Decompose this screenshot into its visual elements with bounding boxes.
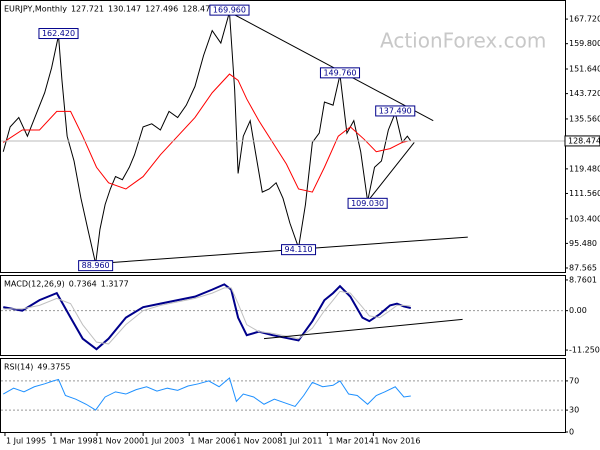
- series-line: [2, 11, 412, 264]
- series-line: [3, 287, 411, 345]
- watermark: ActionForex.com: [380, 29, 546, 53]
- y-tick-label: 8.7601: [569, 275, 597, 284]
- x-tick-label: 1 Mar 2014: [328, 437, 374, 446]
- annotation-label: 109.030: [351, 199, 384, 208]
- header-value: 49.3755: [37, 363, 70, 372]
- annotation-label: 137.490: [379, 106, 412, 115]
- annotation-label: 88.960: [82, 261, 110, 270]
- annotation-box: [209, 4, 250, 16]
- x-tick-label: 1 Jul 2003: [144, 437, 184, 446]
- y-tick-label: 0.00: [569, 306, 587, 315]
- x-tick-label: 1 Mar 1998: [52, 437, 98, 446]
- y-tick-label: 30: [569, 406, 579, 415]
- y-tick-label: 111.560: [569, 189, 600, 198]
- annotation-box: [281, 244, 317, 256]
- y-tick-label: 143.720: [569, 89, 600, 98]
- annotation-box: [347, 197, 388, 209]
- y-tick-label: 135.560: [569, 114, 600, 123]
- series-line: [2, 377, 411, 411]
- header-value: 128.474: [182, 5, 215, 14]
- rsi-panel: [0, 358, 566, 433]
- panel-title: MACD(12,26,9): [4, 280, 65, 289]
- x-tick-label: 1 Nov 2016: [374, 437, 420, 446]
- header-value: 0.7364: [69, 280, 97, 289]
- header-value: 127.496: [145, 5, 178, 14]
- annotation-label: 169.960: [213, 6, 246, 15]
- y-tick-label: 0: [569, 428, 574, 437]
- x-tick-label: 1 Nov 2000: [98, 437, 144, 446]
- x-tick-label: 1 Jul 1995: [6, 437, 46, 446]
- y-tick-label: 159.800: [569, 39, 600, 48]
- annotation-box: [375, 105, 416, 117]
- annotation-box: [319, 67, 361, 79]
- y-tick-label: 151.640: [569, 65, 600, 74]
- last-price-label: 128.474: [568, 136, 600, 145]
- annotation-label: 94.110: [285, 245, 313, 254]
- trendline: [367, 142, 415, 202]
- y-tick-label: 87.565: [569, 263, 597, 272]
- series-line: [2, 73, 411, 193]
- annotation-label: 162.420: [42, 29, 75, 38]
- header-value: 130.147: [108, 5, 141, 14]
- x-tick-label: 1 Nov 2008: [236, 437, 282, 446]
- header-value: 127.721: [71, 5, 104, 14]
- annotation-box: [78, 260, 114, 272]
- panel-title: EURJPY,Monthly: [4, 5, 67, 14]
- panel-title: RSI(14): [4, 363, 33, 372]
- trendline: [263, 318, 463, 340]
- trendline: [229, 11, 434, 122]
- y-tick-label: 70: [569, 376, 579, 385]
- y-tick-label: 167.720: [569, 15, 600, 24]
- header-value: 1.3177: [101, 280, 129, 289]
- last-price-box: [564, 135, 600, 147]
- y-tick-label: 119.480: [569, 164, 600, 173]
- series-line: [3, 283, 412, 351]
- annotation-box: [38, 28, 79, 40]
- y-tick-label: 95.480: [569, 239, 597, 248]
- y-tick-label: 103.400: [569, 214, 600, 223]
- y-tick-label: -11.2506: [569, 346, 600, 355]
- annotation-label: 149.760: [323, 68, 356, 77]
- x-tick-label: 1 Jul 2011: [282, 437, 322, 446]
- x-tick-label: 1 Mar 2006: [190, 437, 236, 446]
- macd-panel: [0, 275, 566, 356]
